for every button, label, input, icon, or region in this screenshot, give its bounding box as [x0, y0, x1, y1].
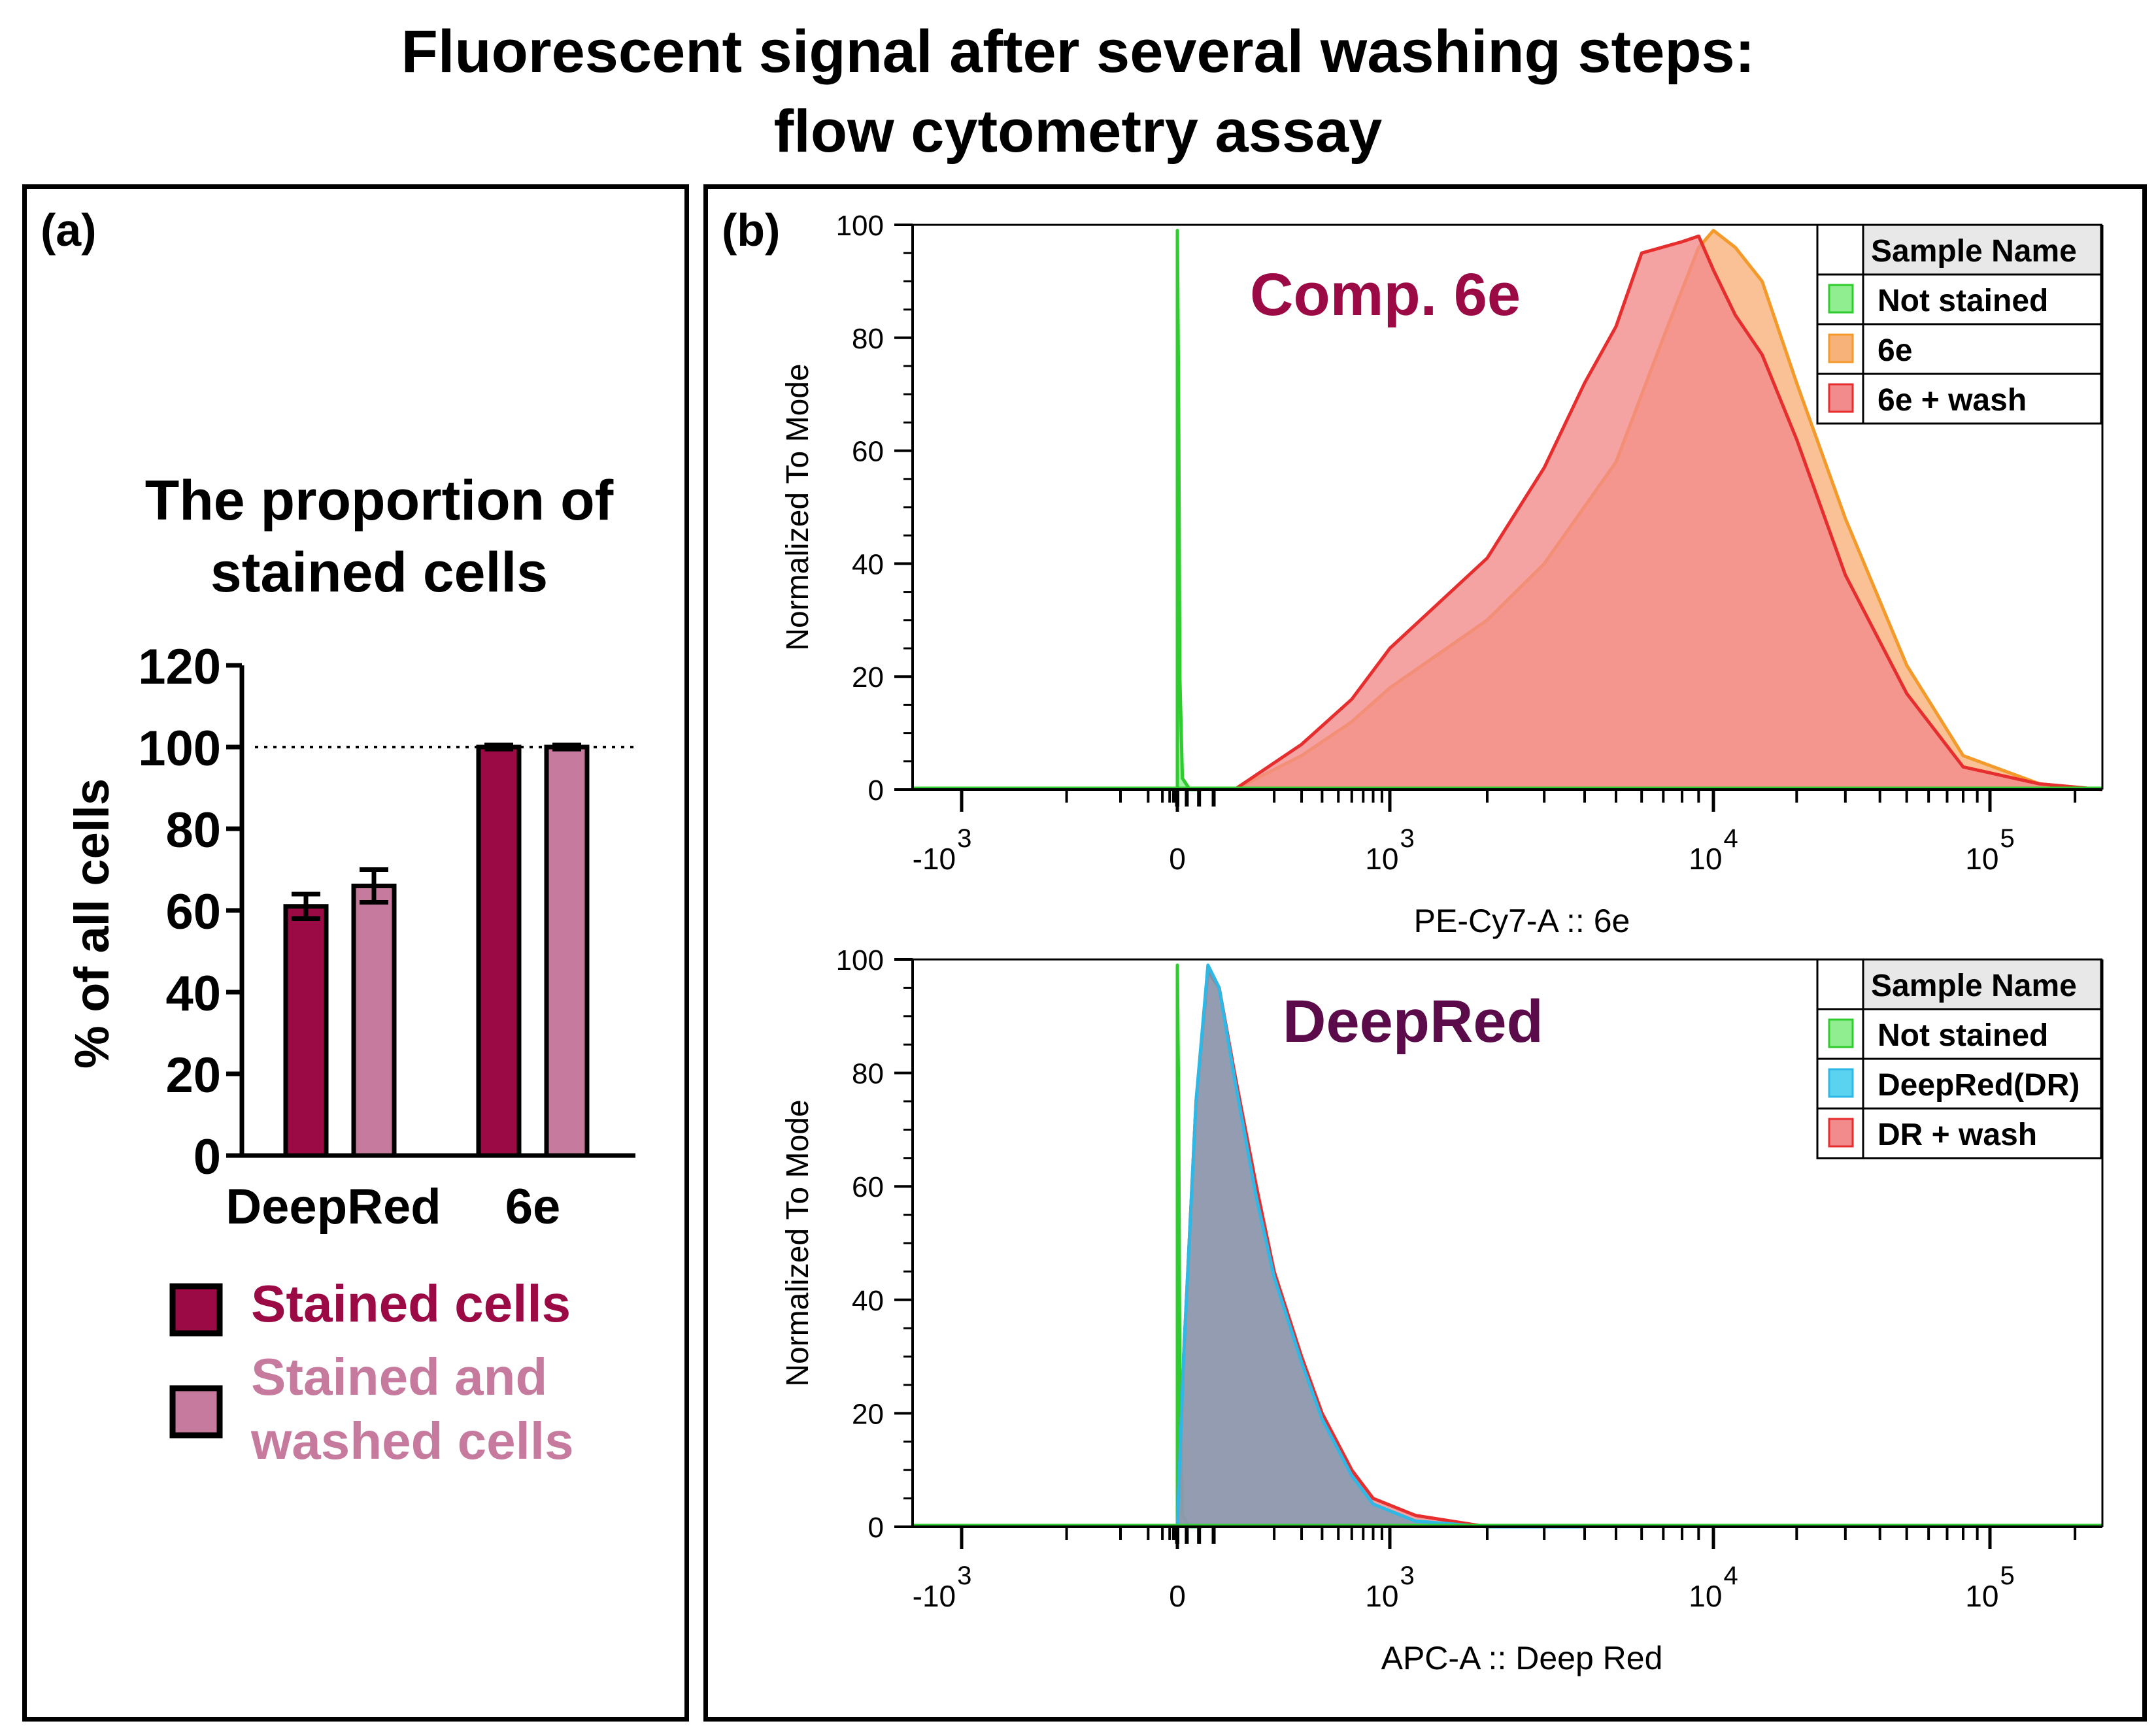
legend-bottom-label-cell-3	[1862, 1107, 2102, 1159]
bar-y-tick-label: 40	[165, 966, 221, 1022]
hist-top-x-tick-exponent: 5	[2000, 824, 2014, 853]
bar	[283, 904, 329, 1158]
hist-top-x-tick-label: 103	[1365, 824, 1414, 876]
hist-bottom-x-tick-label: 103	[1365, 1561, 1414, 1613]
legend-bottom-swatch-dr-wash	[1828, 1118, 1854, 1148]
hist-bottom-x-tick-exponent: 3	[1400, 1561, 1414, 1590]
hist-top-y-tick-label: 80	[852, 323, 884, 355]
legend-bottom-header: Sample Name	[1871, 969, 2077, 1003]
legend-top-swatch-not-stained	[1828, 284, 1854, 314]
panel-a-label: (a)	[41, 205, 97, 256]
hist-top-x-tick-exponent: 3	[1400, 824, 1414, 853]
figure-title: Fluorescent signal after several washing…	[0, 12, 2156, 171]
hist-top-line-not-stained	[1175, 229, 1202, 791]
figure-title-line1: Fluorescent signal after several washing…	[401, 18, 1755, 85]
hist-top-area-6e-wash	[1234, 236, 2102, 790]
legend-bottom-label-deepred: DeepRed(DR)	[1878, 1068, 2080, 1103]
hist-bottom-y-tick-label: 100	[836, 944, 884, 976]
legend-label-washed-line1: Stained and	[251, 1348, 547, 1406]
legend-swatch-washed	[169, 1385, 223, 1439]
hist-bottom-y-axis-label: Normalized To Mode	[781, 1099, 815, 1386]
hist-bottom-x-tick-exponent: 3	[957, 1561, 971, 1590]
annotation-comp-6e: Comp. 6e	[1250, 261, 1521, 328]
bar-y-axis-label: % of all cells	[65, 778, 119, 1069]
figure-title-line2: flow cytometry assay	[773, 98, 1383, 165]
legend-label-washed-line2: washed cells	[250, 1412, 574, 1470]
bar-chart-title-line1: The proportion of	[145, 469, 614, 532]
hist-top-line-6e-wash	[1234, 234, 2103, 791]
legend-top-header-cell	[1862, 224, 2102, 276]
hist-bottom-x-tick-label: 105	[1965, 1561, 2014, 1613]
legend-top-label-6e: 6e	[1878, 333, 1912, 368]
legend-top-label-not-stained: Not stained	[1878, 284, 2048, 318]
histogram-top: 0 20 40 60 80 100 Normalized To Mode -103 0 103 10…	[781, 210, 2104, 939]
legend-top-label-6e-wash: 6e + wash	[1878, 383, 2027, 418]
hist-bottom-area-deepred-dr-	[1177, 965, 1585, 1527]
hist-top-x-tick-label: 104	[1689, 824, 1738, 876]
legend-top: Sample Name Not stained 6e 6e + wash	[1816, 224, 2102, 425]
legend-bottom: Sample Name Not stained DeepRed(DR) DR +…	[1816, 958, 2102, 1159]
hist-top-y-tick-label: 40	[852, 548, 884, 580]
hist-bottom-x-axis-label: APC-A :: Deep Red	[1381, 1640, 1663, 1676]
hist-bottom-y-tick-label: 80	[852, 1058, 884, 1090]
legend-bottom-label-cell-2	[1862, 1058, 2102, 1110]
hist-bottom-x-tick-label: -103	[913, 1561, 972, 1613]
histogram-bottom: 0 20 40 60 80 100 Normalized To Mode -103 0 103 10…	[781, 944, 2104, 1676]
hist-bottom-line-deepred-dr-	[1175, 963, 1585, 1529]
bar-y-tick-label: 20	[165, 1048, 221, 1103]
hist-top-x-tick-label: 0	[1169, 842, 1186, 876]
legend-bottom-corner	[1816, 958, 1864, 1010]
legend-top-swatch-6e-wash	[1828, 383, 1854, 413]
hist-bottom-y-tick-label: 0	[868, 1512, 884, 1544]
legend-bottom-label-cell-1	[1862, 1008, 2102, 1060]
legend-label-stained: Stained cells	[251, 1274, 571, 1333]
hist-bottom-x-tick-label: 0	[1169, 1579, 1186, 1613]
hist-top-y-tick-label: 0	[868, 774, 884, 807]
annotation-deepred: DeepRed	[1283, 988, 1543, 1055]
legend-bottom-label-not-stained: Not stained	[1878, 1018, 2048, 1053]
panel-b	[703, 184, 2147, 1722]
hist-top-y-tick-label: 100	[836, 210, 884, 242]
hist-bottom-y-tick-label: 60	[852, 1171, 884, 1203]
hist-top-x-axis-label: PE-Cy7-A :: 6e	[1414, 903, 1630, 939]
bar-y-tick-label: 80	[165, 803, 221, 858]
legend-bottom-swatch-deepred	[1828, 1068, 1854, 1098]
bar-y-tick-label: 60	[165, 884, 221, 940]
hist-top-x-tick-exponent: 3	[957, 824, 971, 853]
hist-bottom-x-tick-label: 104	[1689, 1561, 1738, 1613]
hist-top-x-tick-label: -103	[913, 824, 972, 876]
legend-top-header: Sample Name	[1871, 234, 2077, 269]
panel-b-label: (b)	[722, 205, 780, 256]
legend-bottom-label-dr-wash: DR + wash	[1878, 1118, 2037, 1152]
legend-top-swatch-6e	[1828, 333, 1854, 363]
hist-bottom-x-tick-exponent: 5	[2000, 1561, 2014, 1590]
hist-top-y-axis-label: Normalized To Mode	[781, 363, 815, 650]
hist-bottom-x-tick-exponent: 4	[1723, 1561, 1738, 1590]
hist-top-x-tick-label: 105	[1965, 824, 2014, 876]
bar-y-tick-label: 120	[138, 639, 221, 695]
legend-top-label-cell-2	[1862, 323, 2102, 375]
bar	[351, 884, 397, 1158]
bar	[476, 744, 522, 1158]
bar-category-label: 6e	[505, 1179, 561, 1235]
hist-top-y-tick-label: 60	[852, 436, 884, 468]
legend-top-corner	[1816, 224, 1864, 276]
hist-top-y-tick-label: 20	[852, 661, 884, 693]
bar-category-label: DeepRed	[226, 1179, 441, 1235]
hist-bottom-y-tick-label: 40	[852, 1285, 884, 1317]
bar-y-tick-label: 100	[138, 721, 221, 776]
hist-top-x-tick-exponent: 4	[1723, 824, 1738, 853]
bar-y-tick-label: 0	[194, 1129, 221, 1185]
legend-bottom-swatch-not-stained	[1828, 1018, 1854, 1048]
bar-chart: 0 20 40 60 80 100 120 % of all cells DeepRed 6e	[65, 639, 635, 1235]
bar	[544, 744, 590, 1158]
legend-swatch-stained	[169, 1283, 223, 1337]
bar-chart-title-line2: stained cells	[211, 541, 548, 604]
legend-top-label-cell-3	[1862, 373, 2102, 425]
hist-bottom-y-tick-label: 20	[852, 1398, 884, 1430]
